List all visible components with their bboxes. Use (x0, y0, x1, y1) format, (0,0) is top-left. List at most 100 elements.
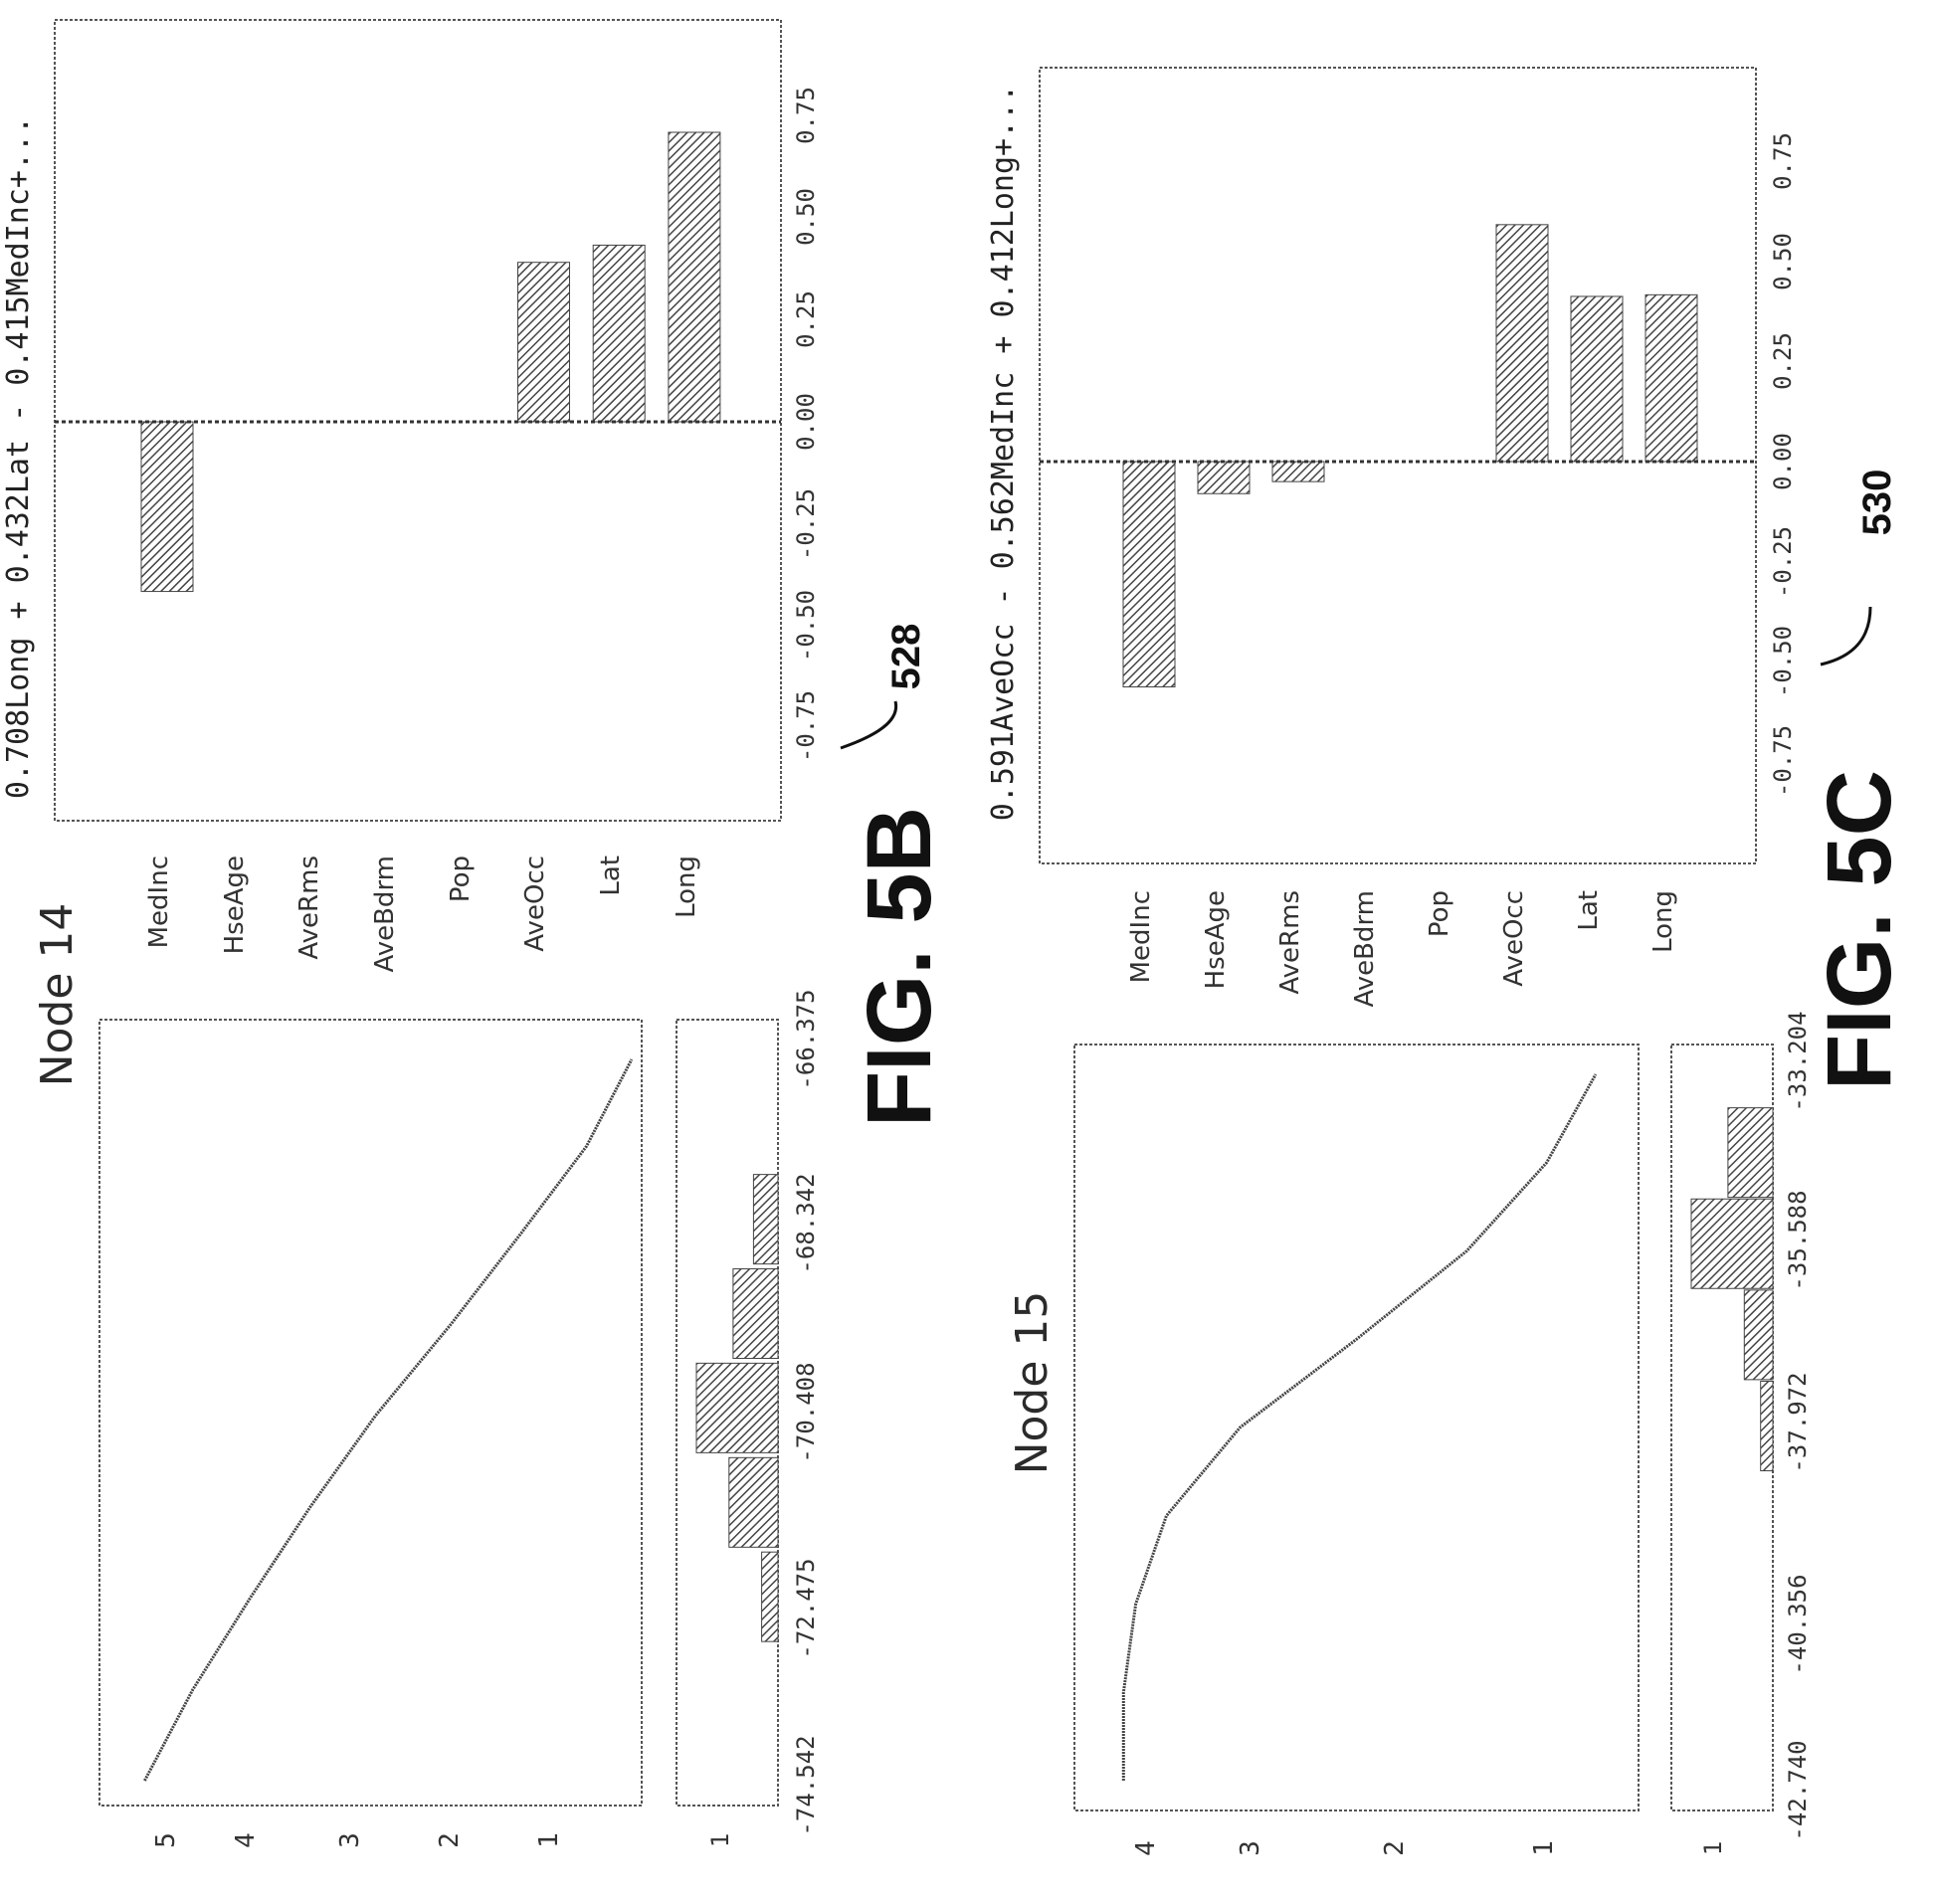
coef-bar-hseage (1197, 461, 1251, 494)
curve-line (1121, 1073, 1598, 1781)
coefficient-bars (1122, 224, 1698, 687)
coef-bar-long (668, 131, 721, 423)
histogram-bar (752, 1174, 779, 1265)
x-tick-label: -0.50 (792, 590, 820, 662)
histogram-bars (1690, 1107, 1774, 1471)
feature-label: Lat (1574, 890, 1604, 931)
reference-number: 530 (1855, 470, 1899, 536)
y-tick-label: 3 (1236, 1840, 1265, 1856)
feature-label: Lat (596, 856, 626, 896)
histogram-bar (732, 1267, 779, 1359)
curve-y-ticks: 4 3 2 1 (1131, 1840, 1559, 1856)
equation-title: 0.591AveOcc - 0.562MedInc + 0.412Long+..… (986, 85, 1021, 822)
x-tick-label: 0.25 (1769, 332, 1797, 390)
coef-bar-medinc (1122, 461, 1176, 687)
feature-labels: MedInc HseAge AveRms AveBdrm Pop AveOcc … (144, 856, 701, 973)
x-tick-label: -0.75 (1769, 725, 1797, 797)
histogram-y-tick: 1 (706, 1833, 734, 1847)
y-tick-label: 5 (151, 1832, 181, 1848)
y-tick-label: 1 (534, 1832, 564, 1848)
node-title: Node 14 (32, 903, 83, 1087)
node-title: Node 15 (1007, 1291, 1058, 1475)
curve-x-ticks: -42.740 -40.356 -37.972 -35.588 -33.204 (1784, 1011, 1812, 1840)
feature-label: AveBdrm (1350, 890, 1380, 1008)
feature-label: Pop (446, 856, 476, 902)
y-tick-label: 2 (435, 1832, 465, 1848)
y-tick-label: 4 (231, 1832, 261, 1848)
x-tick-label: -40.356 (1784, 1574, 1812, 1674)
y-tick-label: 3 (335, 1832, 365, 1848)
feature-labels: MedInc HseAge AveRms AveBdrm Pop AveOcc … (1126, 890, 1678, 1008)
feature-label: AveOcc (1499, 890, 1529, 987)
coefficient-bars (140, 131, 721, 593)
x-tick-label: -37.972 (1784, 1372, 1812, 1472)
coef-bar-medinc (140, 421, 194, 593)
coef-bar-lat (592, 244, 646, 423)
x-tick-label: -42.740 (1784, 1740, 1812, 1840)
figure-5c: Node 15 4 3 2 1 1 -42.740 -40.356 -37.97… (986, 67, 1910, 1856)
equation-title: 0.708Long + 0.432Lat - 0.415MedInc+... (1, 116, 36, 799)
x-tick-label: -0.75 (792, 690, 820, 762)
x-tick-label: -72.475 (792, 1558, 820, 1658)
reference-number: 528 (884, 624, 928, 690)
x-tick-label: 0.00 (792, 393, 820, 451)
histogram-bar (1743, 1289, 1774, 1381)
y-tick-label: 1 (1529, 1840, 1559, 1856)
histogram-bar (1690, 1198, 1774, 1289)
x-tick-label: 0.50 (792, 188, 820, 246)
x-tick-label: -70.408 (792, 1362, 820, 1462)
feature-label: AveBdrm (370, 856, 400, 973)
feature-label: MedInc (1126, 890, 1156, 983)
coef-bar-aveocc (1495, 224, 1549, 463)
x-tick-label: -33.204 (1784, 1011, 1812, 1111)
figure-label: FIG. 5B (849, 807, 950, 1127)
histogram-bar (1760, 1381, 1774, 1471)
feature-label: Pop (1425, 890, 1454, 937)
feature-label: Long (1648, 890, 1678, 953)
curve-y-ticks: 5 4 3 2 1 (151, 1832, 564, 1848)
x-tick-label: -0.25 (1769, 526, 1797, 598)
coef-bar-long (1645, 293, 1698, 463)
x-tick-label: -35.588 (1784, 1190, 1812, 1290)
histogram-bar (1727, 1107, 1774, 1199)
curve-panel-frame (1073, 1044, 1640, 1811)
x-tick-label: -0.50 (1769, 626, 1797, 697)
x-tick-label: 0.50 (1769, 233, 1797, 290)
reference-leader-line (1820, 606, 1872, 666)
x-tick-label: 0.00 (1769, 433, 1797, 490)
figure-label: FIG. 5C (1809, 770, 1910, 1090)
feature-label: HseAge (1201, 890, 1231, 989)
x-tick-label: -66.375 (792, 989, 820, 1089)
histogram-bar (728, 1456, 779, 1548)
x-tick-label: 0.75 (1769, 132, 1797, 190)
histogram-bar (761, 1551, 779, 1642)
x-tick-label: 0.75 (792, 87, 820, 144)
figure-5b: Node 14 5 4 3 2 1 1 -74.542 -72.475 -70.… (1, 19, 950, 1848)
coef-bar-lat (1570, 295, 1624, 463)
reference-leader-line (840, 700, 898, 750)
curve-x-ticks: -74.542 -72.475 -70.408 -68.342 -66.375 (792, 989, 820, 1835)
bar-x-ticks: -0.75 -0.50 -0.25 0.00 0.25 0.50 0.75 (1769, 132, 1797, 797)
y-tick-label: 4 (1131, 1840, 1161, 1856)
bar-x-ticks: -0.75 -0.50 -0.25 0.00 0.25 0.50 0.75 (792, 87, 820, 762)
feature-label: HseAge (220, 856, 250, 954)
x-tick-label: -74.542 (792, 1735, 820, 1835)
feature-label: Long (672, 856, 701, 918)
coef-bar-averms (1271, 461, 1325, 482)
feature-label: MedInc (144, 856, 174, 948)
curve-panel-frame (98, 1019, 643, 1807)
y-tick-label: 2 (1380, 1840, 1410, 1856)
coef-bar-aveocc (517, 262, 570, 423)
histogram-bars (695, 1174, 779, 1642)
bar-panel-frame (1039, 67, 1757, 864)
x-tick-label: -68.342 (792, 1173, 820, 1273)
feature-label: AveRms (1275, 890, 1305, 995)
x-tick-label: 0.25 (792, 290, 820, 348)
histogram-y-tick: 1 (1699, 1841, 1727, 1855)
histogram-bar (695, 1362, 779, 1453)
curve-line (143, 1058, 634, 1782)
feature-label: AveOcc (520, 856, 550, 952)
feature-label: AveRms (294, 856, 324, 960)
x-tick-label: -0.25 (792, 488, 820, 560)
